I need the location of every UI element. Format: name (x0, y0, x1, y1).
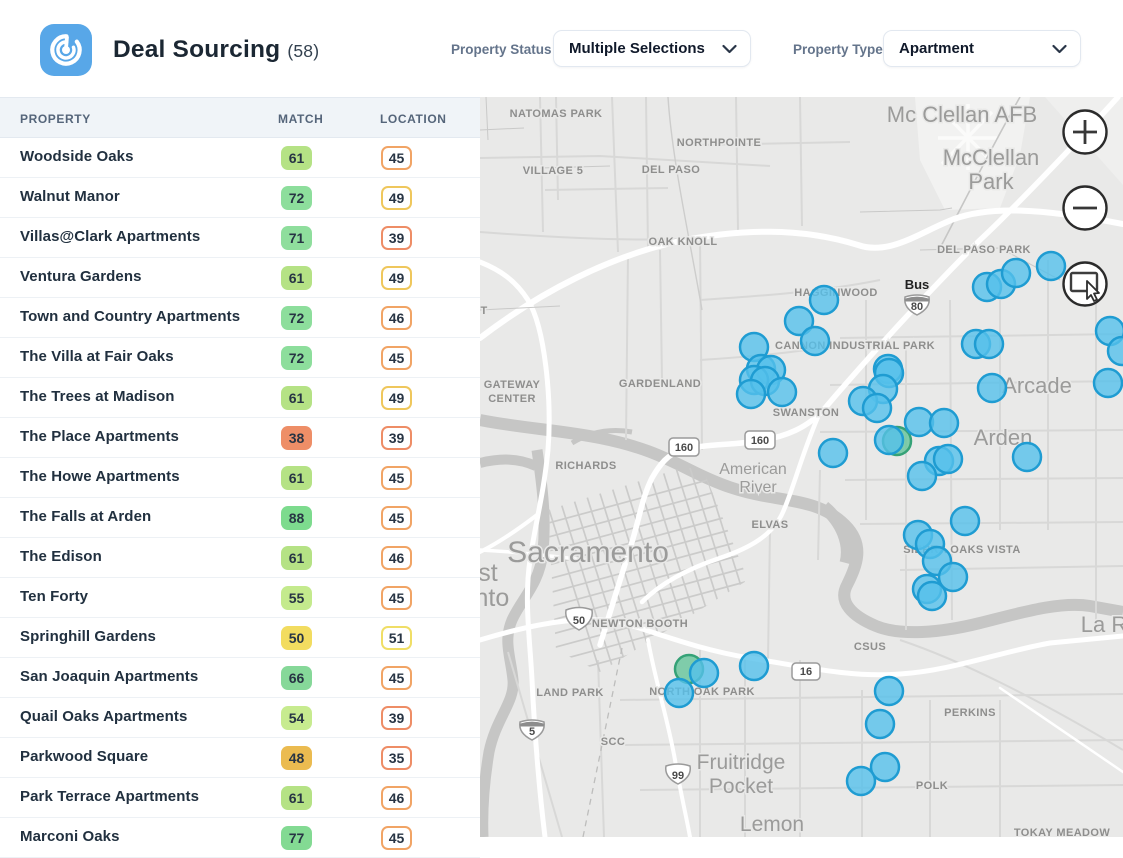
svg-text:Lemon: Lemon (740, 813, 804, 836)
svg-text:OAK KNOLL: OAK KNOLL (649, 236, 718, 248)
svg-text:160: 160 (675, 442, 693, 454)
svg-text:Arcade: Arcade (1002, 373, 1072, 398)
svg-text:NATOMAS PARK: NATOMAS PARK (510, 108, 603, 120)
svg-text:POLK: POLK (916, 780, 948, 792)
svg-text:50: 50 (573, 615, 585, 627)
svg-text:VILLAGE 5: VILLAGE 5 (523, 165, 583, 177)
svg-text:DEL PASO PARK: DEL PASO PARK (937, 244, 1031, 256)
svg-text:99: 99 (672, 770, 684, 782)
svg-text:TOKAY MEADOW: TOKAY MEADOW (1014, 827, 1110, 837)
svg-text:GARDENLAND: GARDENLAND (619, 378, 701, 390)
svg-text:Pocket: Pocket (709, 775, 773, 798)
svg-text:River: River (739, 479, 777, 496)
svg-text:Park: Park (968, 169, 1014, 194)
svg-text:80: 80 (911, 301, 923, 313)
svg-text:NORTHPOINTE: NORTHPOINTE (677, 137, 761, 149)
svg-text:Bus: Bus (905, 277, 930, 292)
svg-text:Fruitridge: Fruitridge (697, 751, 786, 774)
svg-text:CSUS: CSUS (854, 641, 886, 653)
svg-text:160: 160 (751, 435, 769, 447)
svg-text:CANNON INDUSTRIAL PARK: CANNON INDUSTRIAL PARK (775, 340, 935, 352)
svg-text:CENTER: CENTER (488, 393, 536, 405)
svg-text:T: T (480, 305, 487, 317)
svg-text:5: 5 (529, 726, 535, 738)
svg-text:RICHARDS: RICHARDS (555, 460, 616, 472)
svg-text:DEL PASO: DEL PASO (642, 164, 700, 176)
svg-text:Mc Clellan AFB: Mc Clellan AFB (887, 102, 1037, 127)
svg-text:nento: nento (480, 584, 509, 612)
svg-text:SWANSTON: SWANSTON (773, 407, 840, 419)
svg-text:ELVAS: ELVAS (751, 519, 788, 531)
svg-text:Sacramento: Sacramento (507, 536, 669, 569)
svg-text:McClellan: McClellan (943, 145, 1040, 170)
svg-text:NEWTON BOOTH: NEWTON BOOTH (592, 618, 688, 630)
svg-text:American: American (719, 461, 787, 478)
svg-text:La R: La R (1081, 612, 1123, 637)
svg-text:PERKINS: PERKINS (944, 707, 996, 719)
svg-text:est: est (480, 559, 498, 587)
svg-text:16: 16 (800, 666, 812, 678)
svg-text:SCC: SCC (601, 736, 625, 748)
svg-text:LAND PARK: LAND PARK (536, 687, 604, 699)
svg-text:GATEWAY: GATEWAY (484, 379, 541, 391)
